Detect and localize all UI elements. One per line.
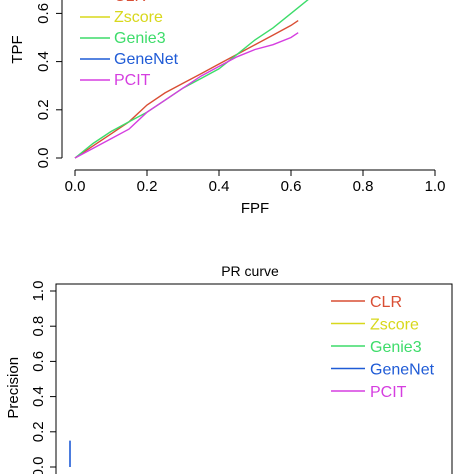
pr-legend-label-clr: CLR [370, 294, 402, 311]
pr-legend-label-zscore: Zscore [370, 317, 419, 334]
roc-x-tick-label: 1.0 [425, 178, 446, 195]
roc-line-clr [74, 20, 299, 159]
pr-y-tick-label: 0.8 [30, 316, 47, 337]
roc-x-tick-label: 0.8 [353, 178, 374, 195]
roc-y-tick-label: 0.0 [35, 148, 52, 169]
roc-x-tick-label: 0.6 [281, 178, 302, 195]
roc-legend-label-genie3: Genie3 [114, 30, 166, 47]
roc-x-axis-label: FPF [241, 200, 269, 217]
pr-y-tick-label: 0.4 [30, 386, 47, 407]
roc-legend-label-clr: CLR [114, 0, 146, 5]
roc-chart: 0.00.20.40.60.81.00.00.20.40.60.8FPFTPFC… [9, 0, 445, 217]
roc-y-tick-label: 0.2 [35, 99, 52, 120]
pr-legend-label-genie3: Genie3 [370, 339, 422, 356]
roc-y-axis-label: TPF [9, 35, 26, 63]
roc-y-tick-label: 0.4 [35, 51, 52, 72]
pr-chart: 0.0 0.2 0.4 0.6 0.8 1.0 PR curve Precision CLR Zs… [5, 263, 453, 474]
pr-legend-label-pcit: PCIT [370, 384, 407, 401]
roc-x-tick-label: 0.4 [209, 178, 230, 195]
pr-y-tick-label: 0.2 [30, 421, 47, 442]
roc-line-pcit [74, 32, 299, 159]
pr-y-tick-label: 0.0 [30, 457, 47, 474]
pr-y-tick-label: 1.0 [30, 281, 47, 302]
pr-legend-label-genenet: GeneNet [370, 362, 435, 379]
roc-legend-label-pcit: PCIT [114, 72, 151, 89]
pr-title: PR curve [221, 263, 279, 279]
roc-y-tick-label: 0.6 [35, 3, 52, 24]
roc-legend-label-genenet: GeneNet [114, 51, 179, 68]
pr-y-axis-label: Precision [5, 357, 22, 419]
roc-x-tick-label: 0.0 [65, 178, 86, 195]
pr-y-tick-label: 0.6 [30, 351, 47, 372]
roc-x-tick-label: 0.2 [137, 178, 158, 195]
pr-plot-frame [55, 283, 453, 474]
roc-legend-label-zscore: Zscore [114, 9, 163, 26]
